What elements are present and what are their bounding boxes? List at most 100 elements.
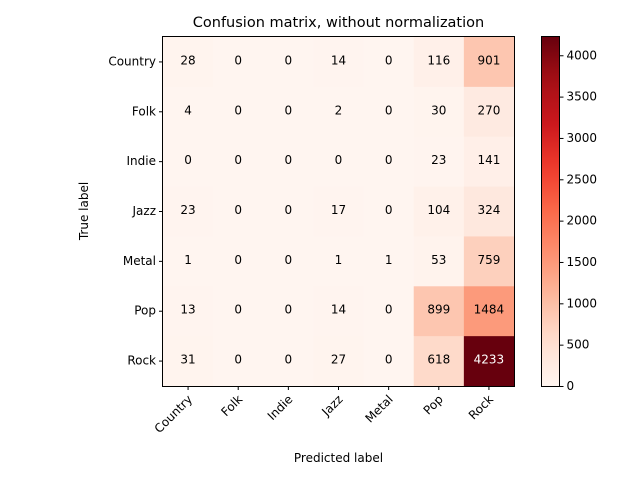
heatmap-cell xyxy=(163,286,214,337)
cell-value-label: 0 xyxy=(234,103,242,117)
cell-value-label: 0 xyxy=(285,303,293,317)
heatmap-cell xyxy=(363,236,415,287)
cell-value-label: 0 xyxy=(285,353,293,367)
cell-value-label: 0 xyxy=(335,153,343,167)
heatmap-cell xyxy=(413,186,465,237)
heatmap-cell xyxy=(163,136,214,188)
heatmap-cell xyxy=(363,336,415,387)
cell-value-label: 28 xyxy=(180,53,195,67)
y-axis-label: True label xyxy=(77,182,91,241)
x-tick-label: Folk xyxy=(218,392,245,419)
heatmap-cell xyxy=(213,236,264,287)
heatmap-cell xyxy=(213,186,264,237)
heatmap-cell xyxy=(263,286,314,337)
cell-value-label: 0 xyxy=(285,253,293,267)
x-tick-label: Pop xyxy=(421,392,446,417)
cell-value-label: 31 xyxy=(180,353,195,367)
x-tick-label: Jazz xyxy=(318,392,345,419)
cell-value-label: 0 xyxy=(234,353,242,367)
heatmap-cell xyxy=(263,136,314,188)
chart-title: Confusion matrix, without normalization xyxy=(193,15,484,31)
heatmap-cell xyxy=(363,286,415,337)
y-tick-label: Country xyxy=(108,54,156,68)
heatmap-cell xyxy=(263,37,314,88)
cell-value-label: 324 xyxy=(477,203,500,217)
cell-value-label: 30 xyxy=(431,103,446,117)
heatmap-cell xyxy=(313,86,365,138)
cell-value-label: 4233 xyxy=(474,353,505,367)
cell-value-label: 0 xyxy=(184,153,192,167)
cell-value-label: 0 xyxy=(285,153,293,167)
cell-value-label: 14 xyxy=(331,303,346,317)
cell-value-label: 0 xyxy=(385,153,393,167)
heatmap-cell xyxy=(463,136,515,188)
cell-value-label: 14 xyxy=(331,53,346,67)
cell-value-label: 1 xyxy=(184,253,192,267)
cell-value-label: 0 xyxy=(385,303,393,317)
heatmap-cell xyxy=(363,186,415,237)
x-axis-label: Predicted label xyxy=(294,451,383,465)
heatmap-cell xyxy=(463,236,515,287)
heatmap-cell xyxy=(463,37,515,88)
heatmap-cell xyxy=(413,236,465,287)
cell-value-label: 0 xyxy=(385,353,393,367)
cell-value-label: 618 xyxy=(427,353,450,367)
cell-value-label: 1 xyxy=(385,253,393,267)
cell-value-label: 0 xyxy=(285,103,293,117)
cell-value-label: 0 xyxy=(285,203,293,217)
cell-value-label: 23 xyxy=(180,203,195,217)
cell-value-label: 0 xyxy=(234,253,242,267)
x-tick-label: Rock xyxy=(466,392,496,422)
heatmap-cell xyxy=(363,37,415,88)
heatmap-cell xyxy=(413,286,465,337)
y-tick-label: Jazz xyxy=(132,204,157,218)
colorbar-tick-label: 1500 xyxy=(567,255,598,269)
cell-value-label: 0 xyxy=(234,53,242,67)
cell-value-label: 0 xyxy=(385,203,393,217)
cell-value-label: 2 xyxy=(335,103,343,117)
heatmap-cell xyxy=(363,86,415,138)
colorbar-ticks: 0 500 1000 1500 2000 2500 3000 3500 4000 xyxy=(559,48,598,393)
heatmap-cell xyxy=(213,86,264,138)
y-tick-label: Pop xyxy=(134,304,156,318)
heatmap-cell xyxy=(263,186,314,237)
y-tick-label: Metal xyxy=(123,254,156,268)
colorbar-tick-label: 500 xyxy=(567,338,590,352)
y-tick-label: Rock xyxy=(127,354,156,368)
heatmap-cell xyxy=(313,186,365,237)
heatmap-cell xyxy=(463,186,515,237)
cell-value-label: 17 xyxy=(331,203,346,217)
cell-value-label: 0 xyxy=(234,153,242,167)
x-tick-label: Metal xyxy=(362,392,395,425)
heatmap-cell xyxy=(163,37,214,88)
heatmap-cell xyxy=(163,186,214,237)
heatmap-cell xyxy=(463,286,515,337)
cell-value-label: 0 xyxy=(385,103,393,117)
cell-value-label: 104 xyxy=(427,203,450,217)
cell-value-label: 901 xyxy=(477,53,500,67)
heatmap-cell xyxy=(413,37,465,88)
x-tick-label: Indie xyxy=(265,392,296,423)
x-axis-ticks: Country Folk Indie Jazz Metal Pop Rock xyxy=(152,386,496,436)
heatmap-cell xyxy=(163,236,214,287)
cell-value-label: 759 xyxy=(477,253,500,267)
heatmap-cell xyxy=(163,86,214,138)
cell-value-label: 4 xyxy=(184,103,192,117)
cell-value-label: 270 xyxy=(477,103,500,117)
cell-value-label: 23 xyxy=(431,153,446,167)
heatmap-cell xyxy=(313,236,365,287)
heatmap-cell xyxy=(263,336,314,387)
cell-value-label: 53 xyxy=(431,253,446,267)
cell-value-label: 1484 xyxy=(474,303,505,317)
cell-value-label: 899 xyxy=(427,303,450,317)
cell-value-label: 141 xyxy=(477,153,500,167)
cell-value-label: 0 xyxy=(234,303,242,317)
heatmap-cell xyxy=(213,37,264,88)
cell-value-label: 0 xyxy=(285,53,293,67)
heatmap-cell xyxy=(313,336,365,387)
y-axis-ticks: Country Folk Indie Jazz Metal Pop Rock xyxy=(108,54,163,368)
cell-value-label: 0 xyxy=(234,203,242,217)
heatmap-cell xyxy=(413,336,465,387)
